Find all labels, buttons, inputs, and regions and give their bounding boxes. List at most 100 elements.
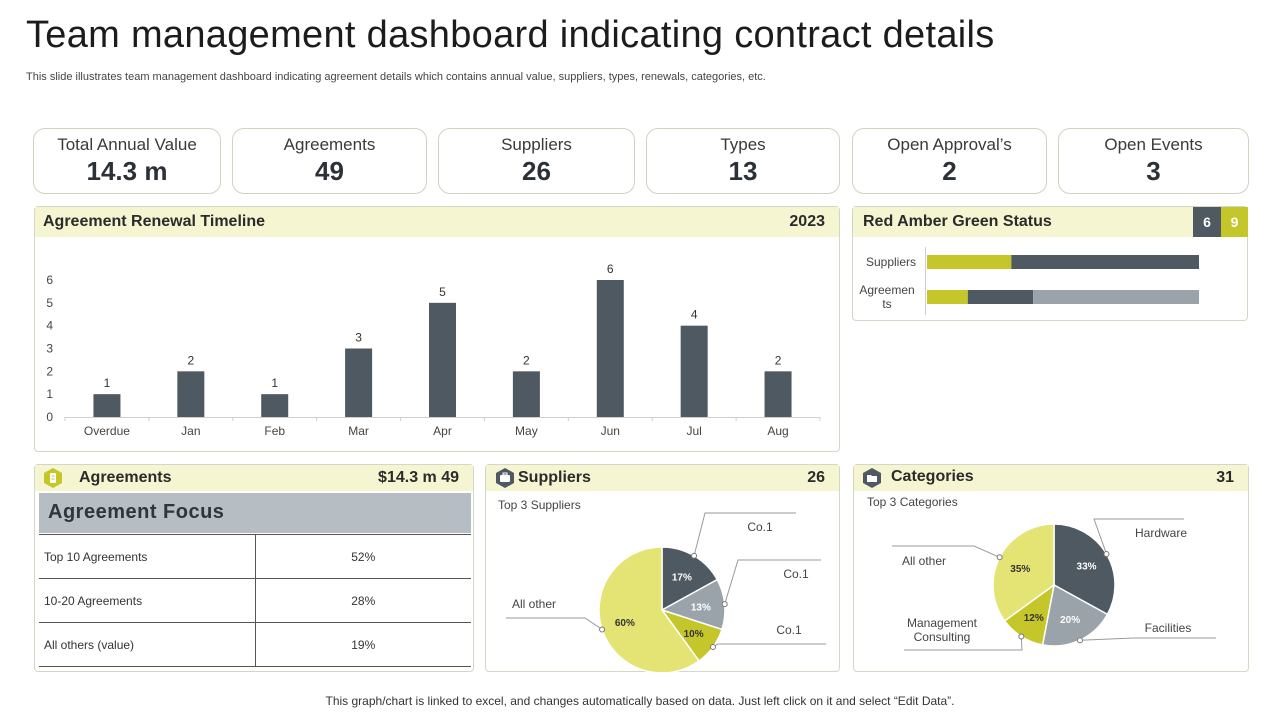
agreement-focus-header: Agreement Focus [39,493,471,533]
kpi-total-annual-value: Total Annual Value 14.3 m [33,128,221,194]
panel-header: Red Amber Green Status [853,207,1247,237]
data-label: 5 [439,285,446,299]
kpi-label: Suppliers [501,135,572,154]
bar [764,371,792,417]
y-tick-label: 6 [46,273,53,287]
table-row: 10-20 Agreements 28% [39,578,471,623]
document-icon [44,468,62,488]
x-tick-label: Jun [601,424,620,438]
kpi-value: 2 [942,156,957,186]
briefcase-icon [496,468,514,488]
leader-dot [721,601,728,608]
pie-category-label: Co.1 [747,520,773,534]
data-label: 2 [523,353,530,367]
pie-category-label: All other [902,554,946,568]
pie-subtitle: Top 3 Categories [867,495,958,509]
x-tick-label: May [515,424,538,438]
row-pct: 28% [255,578,471,623]
pie-percent-label: 60% [615,618,635,629]
panel-header: Agreement Renewal Timeline 2023 [35,207,839,237]
data-label: 3 [355,331,362,345]
table-row: All others (value) 19% [39,622,471,667]
kpi-value: 3 [1146,156,1161,186]
panel-value: $14.3 m 49 [378,469,459,486]
bar-category-label: ts [882,297,891,311]
bar [345,348,373,417]
page-subtitle: This slide illustrates team management d… [26,71,766,83]
y-tick-label: 2 [46,364,53,378]
bar [680,325,708,417]
pie-subtitle: Top 3 Suppliers [498,498,581,512]
pie-category-label: All other [512,597,556,611]
leader-line [506,617,603,630]
kpi-label: Types [720,135,766,154]
pie-percent-label: 20% [1060,615,1080,626]
bar [177,371,205,417]
y-tick-label: 4 [46,319,53,333]
rag-status-panel: Red Amber Green Status 6 9 Suppliers Agre… [852,206,1248,321]
panel-title: Agreements [79,469,172,486]
pie-category-label: Co.1 [783,567,809,581]
stacked-bar-segment [1011,255,1199,269]
pie-percent-label: 35% [1010,564,1030,575]
panel-header: Agreements $14.3 m 49 [35,465,473,491]
pie-category-label: Consulting [914,630,971,644]
pie-category-label: Hardware [1135,526,1187,540]
pie-category-label: Facilities [1145,621,1192,635]
panel-value: 26 [807,469,825,486]
leader-dot [691,552,698,559]
row-name: Top 10 Agreements [39,534,256,579]
leader-line [1079,637,1216,641]
page-title: Team management dashboard indicating con… [26,14,995,56]
bar [512,371,540,417]
leader-line [892,545,1000,558]
rag-badge-green: 9 [1221,207,1248,237]
y-tick-label: 1 [46,387,53,401]
panel-title: Categories [891,468,974,485]
stacked-bar-segment [927,290,968,304]
pie-percent-label: 10% [684,629,704,640]
bar [429,302,456,417]
agreement-focus-title: Agreement Focus [48,501,225,523]
leader-line [1093,518,1184,555]
renewal-bar-chart[interactable]: 0 1 2 3 4 5 6 1 Overdue 2 Jan 1 Feb 3 Mar 5 Apr 2 May 6 Jun 4… [35,238,839,452]
table-row: Top 10 Agreements 52% [39,534,471,579]
stacked-bar-segment [967,290,1034,304]
leader-line [724,559,821,605]
kpi-open-events: Open Events 3 [1058,128,1249,194]
rag-badge-dark: 6 [1193,207,1221,237]
categories-pie-chart[interactable]: 33% Hardware 20% Facilities 12% ManagementCon… [854,492,1248,672]
agreements-panel: Agreements $14.3 m 49 Agreement Focus To… [34,464,474,672]
kpi-value: 26 [522,156,551,186]
kpi-types: Types 13 [646,128,840,194]
leader-dot [709,644,716,651]
panel-header: Categories 31 [854,465,1248,491]
leader-dot [599,626,606,633]
x-tick-label: Mar [348,424,369,438]
data-label: 4 [691,308,698,322]
renewal-timeline-panel: Agreement Renewal Timeline 2023 0 1 2 3 4 5 6 1… [34,206,840,452]
pie-category-label: Management [907,616,978,630]
suppliers-pie-chart[interactable]: 17% Co.1 13% Co.1 10% Co.1 60% All other [486,492,839,672]
leader-line [904,636,1023,651]
panel-title: Agreement Renewal Timeline [43,213,265,230]
kpi-label: Total Annual Value [57,135,197,154]
y-tick-label: 5 [46,296,53,310]
pie-category-label: Co.1 [776,623,802,637]
pie-percent-label: 33% [1077,562,1097,573]
leader-line [712,643,826,648]
bar [93,394,121,417]
footer-note: This graph/chart is linked to excel, and… [325,694,955,708]
data-label: 1 [271,376,278,390]
y-tick-label: 0 [46,410,53,424]
x-tick-label: Jan [181,424,200,438]
x-tick-label: Aug [767,424,788,438]
bar [596,280,624,417]
pie-percent-label: 17% [672,572,692,583]
bar-category-label: Agreemen [859,283,914,297]
panel-value: 31 [1216,469,1234,486]
x-tick-label: Apr [433,424,452,438]
data-label: 2 [775,353,782,367]
data-label: 2 [187,353,194,367]
rag-stacked-bar-chart[interactable]: Suppliers Agreements [853,237,1247,321]
